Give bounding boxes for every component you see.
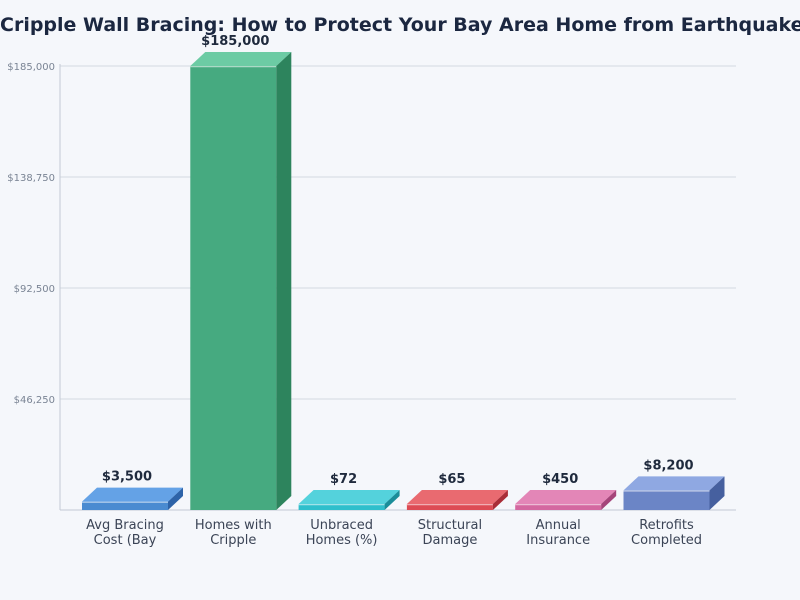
bar-side [276, 52, 292, 510]
x-tick-label: Annual Insurance [526, 518, 590, 548]
x-tick-label-line: Retrofits [639, 518, 694, 533]
y-tick-label: $46,250 [14, 395, 55, 406]
label-layer: $3,500 Avg Bracing Cost (Bay $185,000 Homes … [86, 34, 702, 548]
x-tick-label: Avg Bracing Cost (Bay [86, 518, 164, 548]
y-tick-label: $138,750 [7, 173, 55, 184]
y-tick-label: $185,000 [7, 62, 55, 73]
x-tick-label-line: Damage [422, 533, 477, 548]
bar [298, 490, 400, 510]
bar-top [623, 476, 725, 491]
x-tick-label-line: Cost (Bay [94, 533, 157, 548]
bar-side [601, 490, 617, 510]
bar-value-label: $8,200 [643, 458, 693, 473]
bar-side [384, 490, 400, 510]
x-tick-label-line: Cripple [210, 533, 256, 548]
bar-top [515, 490, 617, 504]
x-tick-label: Structural Damage [418, 518, 482, 548]
bar-top [82, 487, 183, 502]
x-tick-label-line: Structural [418, 518, 482, 533]
x-tick-label-line: Avg Bracing [86, 518, 164, 533]
bar-front [623, 490, 710, 510]
bar-side [168, 487, 183, 510]
bar-side [492, 490, 508, 510]
bar [406, 490, 508, 510]
y-tick-label: $92,500 [14, 284, 55, 295]
bar-front [190, 66, 277, 510]
bar [515, 490, 617, 510]
x-tick-label: Unbraced Homes (%) [306, 518, 378, 548]
x-tick-label-line: Insurance [526, 533, 590, 548]
bar [623, 476, 725, 510]
x-tick-label: Homes with Cripple [195, 518, 272, 548]
bar-value-label: $450 [542, 472, 578, 487]
bar-value-label: $3,500 [102, 470, 152, 485]
x-tick-label-line: Unbraced [310, 518, 373, 533]
bar-value-label: $72 [330, 472, 357, 487]
bar [190, 52, 292, 510]
bar-top [406, 490, 508, 504]
x-tick-label-line: Homes with [195, 518, 272, 533]
bar-value-label: $65 [438, 472, 465, 487]
bar-value-label: $185,000 [201, 34, 269, 49]
bar-side [709, 476, 725, 510]
bar-front [515, 504, 602, 510]
bar-top [298, 490, 400, 504]
chart-title: Cripple Wall Bracing: How to Protect You… [0, 14, 800, 36]
axis-layer: $46,250 $92,500 $138,750 $185,000 [7, 62, 736, 511]
bar-layer [82, 52, 725, 510]
x-tick-label-line: Annual [536, 518, 581, 533]
bar-top [190, 52, 292, 66]
x-tick-label: Retrofits Completed [631, 518, 702, 548]
bar-front [406, 504, 493, 510]
bar-front [298, 504, 385, 510]
x-tick-label-line: Homes (%) [306, 533, 378, 548]
x-tick-label-line: Completed [631, 533, 702, 548]
bar [82, 487, 183, 510]
bar-front [82, 501, 168, 510]
grid-layer [60, 65, 736, 400]
